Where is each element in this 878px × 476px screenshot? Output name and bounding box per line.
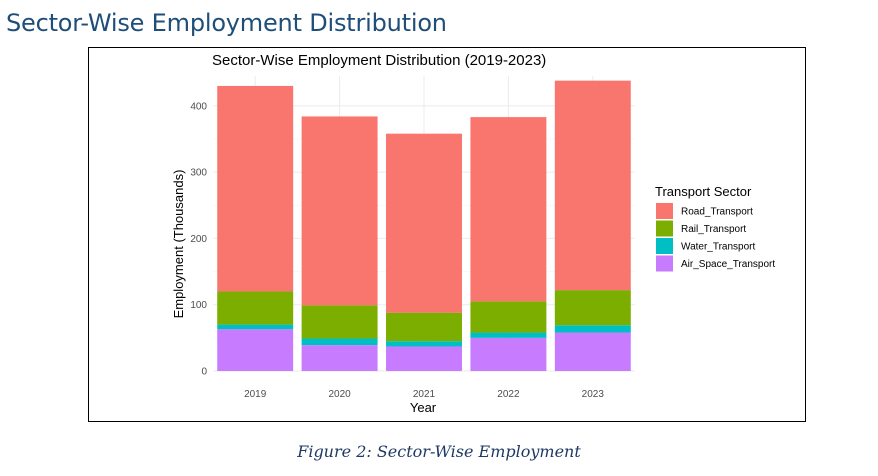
- legend-label: Water_Transport: [681, 242, 756, 253]
- tick-labels: 0 100 200 300 400 2019 2020 2021 2022 2023: [190, 101, 604, 400]
- x-tick-label: 2019: [244, 389, 267, 400]
- bar-road-transport-2021: [386, 133, 462, 313]
- x-tick-label: 2023: [582, 389, 605, 400]
- document-heading: Sector-Wise Employment Distribution: [6, 9, 447, 37]
- x-tick-label: 2021: [413, 389, 436, 400]
- bar-water-transport-2020: [301, 338, 378, 346]
- y-tick-label: 0: [201, 367, 207, 378]
- bar-air-space-transport-2023: [554, 332, 631, 371]
- legend-label: Road_Transport: [681, 207, 753, 218]
- legend-key-rail-transport: [656, 220, 673, 237]
- y-tick-label: 300: [190, 168, 207, 179]
- legend: Transport Sector Road_Transport Rail_Tran…: [655, 184, 775, 272]
- bar-water-transport-2022: [470, 332, 547, 338]
- bar-air-space-transport-2020: [301, 345, 378, 371]
- y-tick-label: 100: [190, 300, 207, 311]
- bar-rail-transport-2022: [470, 301, 547, 333]
- chart-title: Sector-Wise Employment Distribution (201…: [212, 52, 546, 69]
- x-tick-label: 2022: [497, 389, 520, 400]
- bars: [217, 80, 631, 371]
- bar-road-transport-2023: [554, 80, 631, 291]
- bar-water-transport-2021: [386, 341, 462, 347]
- legend-label: Air_Space_Transport: [681, 259, 775, 270]
- bar-road-transport-2020: [301, 116, 378, 306]
- x-tick-label: 2020: [328, 389, 351, 400]
- bar-air-space-transport-2021: [386, 346, 462, 371]
- bar-rail-transport-2023: [554, 290, 631, 326]
- legend-label: Rail_Transport: [681, 224, 746, 235]
- bar-rail-transport-2019: [217, 291, 294, 325]
- y-tick-label: 200: [190, 234, 207, 245]
- stacked-bar-chart: 0 100 200 300 400 2019 2020 2021 2022 2023 Sector…: [171, 52, 775, 415]
- figure-frame: 0 100 200 300 400 2019 2020 2021 2022 2023 Sector…: [88, 47, 806, 422]
- y-tick-label: 400: [190, 101, 207, 112]
- bar-air-space-transport-2019: [217, 329, 294, 371]
- bar-rail-transport-2020: [301, 305, 378, 339]
- legend-key-road-transport: [656, 203, 673, 219]
- x-axis-title: Year: [410, 400, 437, 415]
- legend-key-water-transport: [656, 238, 673, 254]
- bar-road-transport-2022: [470, 117, 547, 302]
- legend-title: Transport Sector: [655, 184, 752, 199]
- bar-air-space-transport-2022: [470, 337, 547, 371]
- bar-rail-transport-2021: [386, 312, 462, 342]
- bar-water-transport-2019: [217, 324, 294, 330]
- bar-water-transport-2023: [554, 325, 631, 333]
- y-axis-title: Employment (Thousands): [171, 170, 186, 319]
- figure-caption: Figure 2: Sector-Wise Employment: [297, 442, 581, 461]
- bar-road-transport-2019: [217, 85, 294, 292]
- legend-key-air-space-transport: [656, 255, 673, 272]
